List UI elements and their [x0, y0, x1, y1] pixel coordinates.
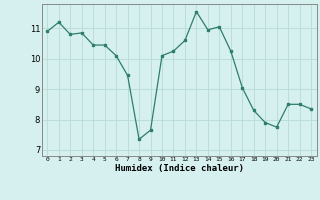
X-axis label: Humidex (Indice chaleur): Humidex (Indice chaleur): [115, 164, 244, 173]
